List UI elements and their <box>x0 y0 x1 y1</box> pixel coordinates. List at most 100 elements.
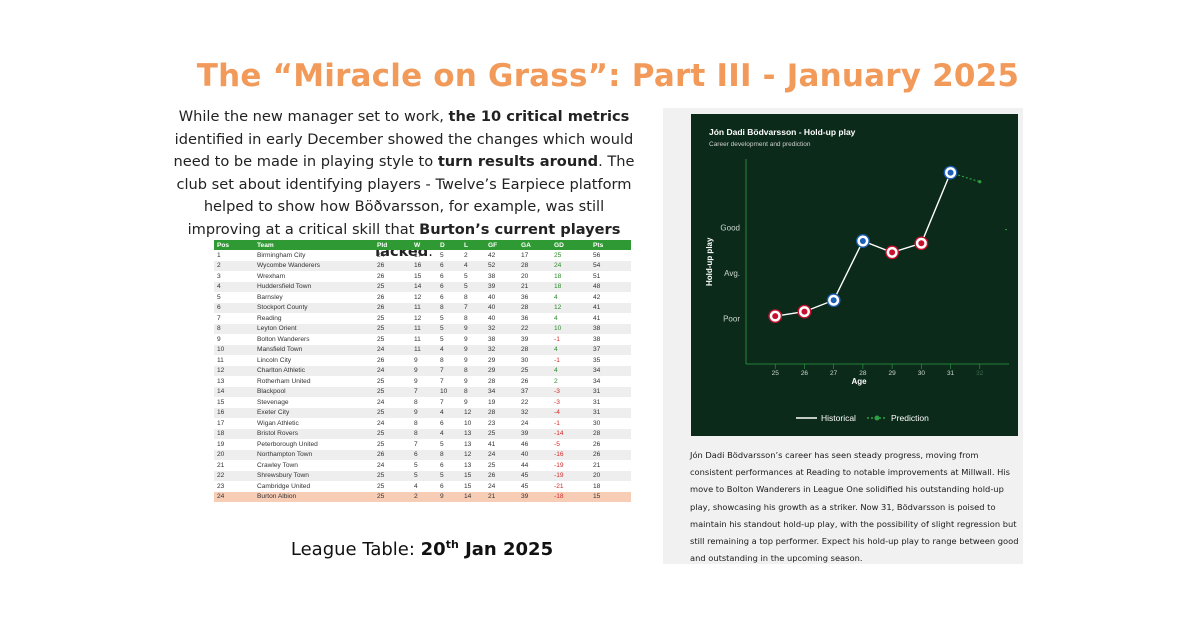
league-header-pts: Pts <box>590 240 631 250</box>
intro-text-3: . The club set about identifying players… <box>176 153 635 238</box>
chart-x-tick-label: 28 <box>859 370 867 377</box>
table-cell-w: 9 <box>414 356 418 364</box>
table-cell-d: 6 <box>437 281 461 292</box>
table-cell-gd: -19 <box>554 461 564 469</box>
chart-y-level-label: Poor <box>723 314 740 323</box>
league-table: Pos Team Pld W D L GF GA GD Pts 1 Birmingham City 2… <box>214 240 631 502</box>
table-cell-pts: 35 <box>593 356 601 364</box>
table-cell-gf: 25 <box>485 428 518 439</box>
table-cell-team: Crawley Town <box>257 461 298 469</box>
table-cell-pts: 34 <box>590 365 631 376</box>
table-cell-ga: 28 <box>518 344 551 355</box>
table-cell-pos: 7 <box>217 314 221 322</box>
chart-x-tick-label: 31 <box>947 370 955 377</box>
chart-legend: Historical Prediction <box>796 413 929 423</box>
table-cell-l: 4 <box>461 260 485 271</box>
table-cell-l: 8 <box>461 386 485 397</box>
table-cell-team: Lincoln City <box>257 356 292 364</box>
club-badge-icon <box>830 297 837 304</box>
table-row: 4 Huddersfield Town 25 14 6 5 39 21 18 48 <box>214 281 631 292</box>
table-row: 20 Northampton Town 26 6 8 12 24 40 -16 26 <box>214 449 631 460</box>
club-badge-icon <box>859 238 866 244</box>
table-cell-pts: 26 <box>590 449 631 460</box>
chart-x-tick-label: 26 <box>801 370 809 377</box>
table-cell-pts: 38 <box>593 335 601 343</box>
table-cell-pos: 14 <box>214 386 254 397</box>
chart-xlabel: Age <box>851 377 867 386</box>
table-cell-w: 8 <box>414 419 418 427</box>
table-cell-pts: 56 <box>593 251 601 259</box>
table-cell-gd: 4 <box>554 293 558 301</box>
table-cell-l: 9 <box>464 356 468 364</box>
table-cell-gf: 19 <box>488 398 496 406</box>
table-cell-pos: 24 <box>214 491 254 502</box>
table-cell-w: 12 <box>414 314 422 322</box>
table-row: 23 Cambridge United 25 4 6 15 24 45 -21 18 <box>214 481 631 492</box>
table-cell-pos: 23 <box>217 482 225 490</box>
table-cell-d: 6 <box>440 482 444 490</box>
table-cell-gf: 32 <box>485 344 518 355</box>
table-cell-d: 6 <box>440 293 444 301</box>
league-header-team: Team <box>254 240 374 250</box>
legend-prediction-label: Prediction <box>891 413 929 423</box>
caption-ordinal: th <box>445 538 459 551</box>
caption-text: League Table: <box>290 539 421 560</box>
table-cell-pos: 8 <box>214 323 254 334</box>
table-cell-gf: 41 <box>488 440 496 448</box>
table-cell-ga: 39 <box>518 428 551 439</box>
table-cell-d: 6 <box>440 461 444 469</box>
table-cell-l: 8 <box>461 365 485 376</box>
table-cell-ga: 36 <box>521 314 529 322</box>
chart-x-tick-label: 29 <box>888 370 896 377</box>
table-cell-w: 11 <box>414 335 421 343</box>
table-row: 24 Burton Albion 25 2 9 14 21 39 -18 15 <box>214 491 631 502</box>
table-cell-team: Wrexham <box>257 272 286 280</box>
table-cell-ga: 24 <box>521 419 529 427</box>
table-cell-pts: 51 <box>593 272 601 280</box>
table-cell-w: 16 <box>411 260 437 271</box>
chart-ylabel: Hold-up play <box>705 237 714 286</box>
table-cell-ga: 45 <box>521 482 529 490</box>
table-cell-pts: 42 <box>593 293 601 301</box>
table-cell-pts: 48 <box>590 281 631 292</box>
chart-subtitle: Career development and prediction <box>709 141 811 148</box>
table-cell-pld: 24 <box>377 251 385 259</box>
table-cell-ga: 40 <box>518 449 551 460</box>
table-cell-ga: 22 <box>518 323 551 334</box>
table-row: 11 Lincoln City 26 9 8 9 29 30 -1 35 <box>214 355 631 366</box>
caption-date: 20th Jan 2025 <box>421 538 553 560</box>
table-cell-gd: 10 <box>551 323 590 334</box>
club-badge-icon <box>801 308 808 315</box>
table-cell-d: 7 <box>440 377 444 385</box>
table-cell-pld: 24 <box>374 344 411 355</box>
table-row: 8 Leyton Orient 25 11 5 9 32 22 10 38 <box>214 323 631 334</box>
table-row: 1 Birmingham City 24 17 5 2 42 17 25 56 <box>214 250 631 261</box>
table-cell-w: 11 <box>411 344 437 355</box>
table-cell-gd: -5 <box>554 440 560 448</box>
table-cell-ga: 30 <box>521 356 529 364</box>
table-cell-d: 6 <box>440 272 444 280</box>
table-cell-w: 11 <box>411 323 437 334</box>
table-cell-pld: 26 <box>374 302 411 313</box>
table-cell-gf: 21 <box>485 491 518 502</box>
table-cell-l: 9 <box>461 344 485 355</box>
table-cell-pts: 18 <box>593 482 601 490</box>
table-cell-w: 8 <box>414 398 418 406</box>
table-cell-d: 7 <box>440 398 444 406</box>
table-cell-d: 5 <box>440 440 444 448</box>
table-cell-pts: 15 <box>590 491 631 502</box>
table-cell-pos: 1 <box>217 251 221 259</box>
table-row: 2 Wycombe Wanderers 26 16 6 4 52 28 24 54 <box>214 260 631 271</box>
table-cell-d: 9 <box>437 491 461 502</box>
table-row: 14 Blackpool 25 7 10 8 34 37 -3 31 <box>214 386 631 397</box>
table-cell-gf: 40 <box>488 293 496 301</box>
table-cell-pld: 26 <box>377 356 385 364</box>
table-cell-gd: -19 <box>551 470 590 481</box>
table-cell-ga: 32 <box>518 407 551 418</box>
table-cell-pts: 20 <box>590 470 631 481</box>
table-cell-team: Exeter City <box>254 407 374 418</box>
table-cell-gf: 28 <box>485 407 518 418</box>
table-cell-gd: 4 <box>554 314 558 322</box>
table-cell-pos: 2 <box>214 260 254 271</box>
table-cell-l: 9 <box>464 335 468 343</box>
